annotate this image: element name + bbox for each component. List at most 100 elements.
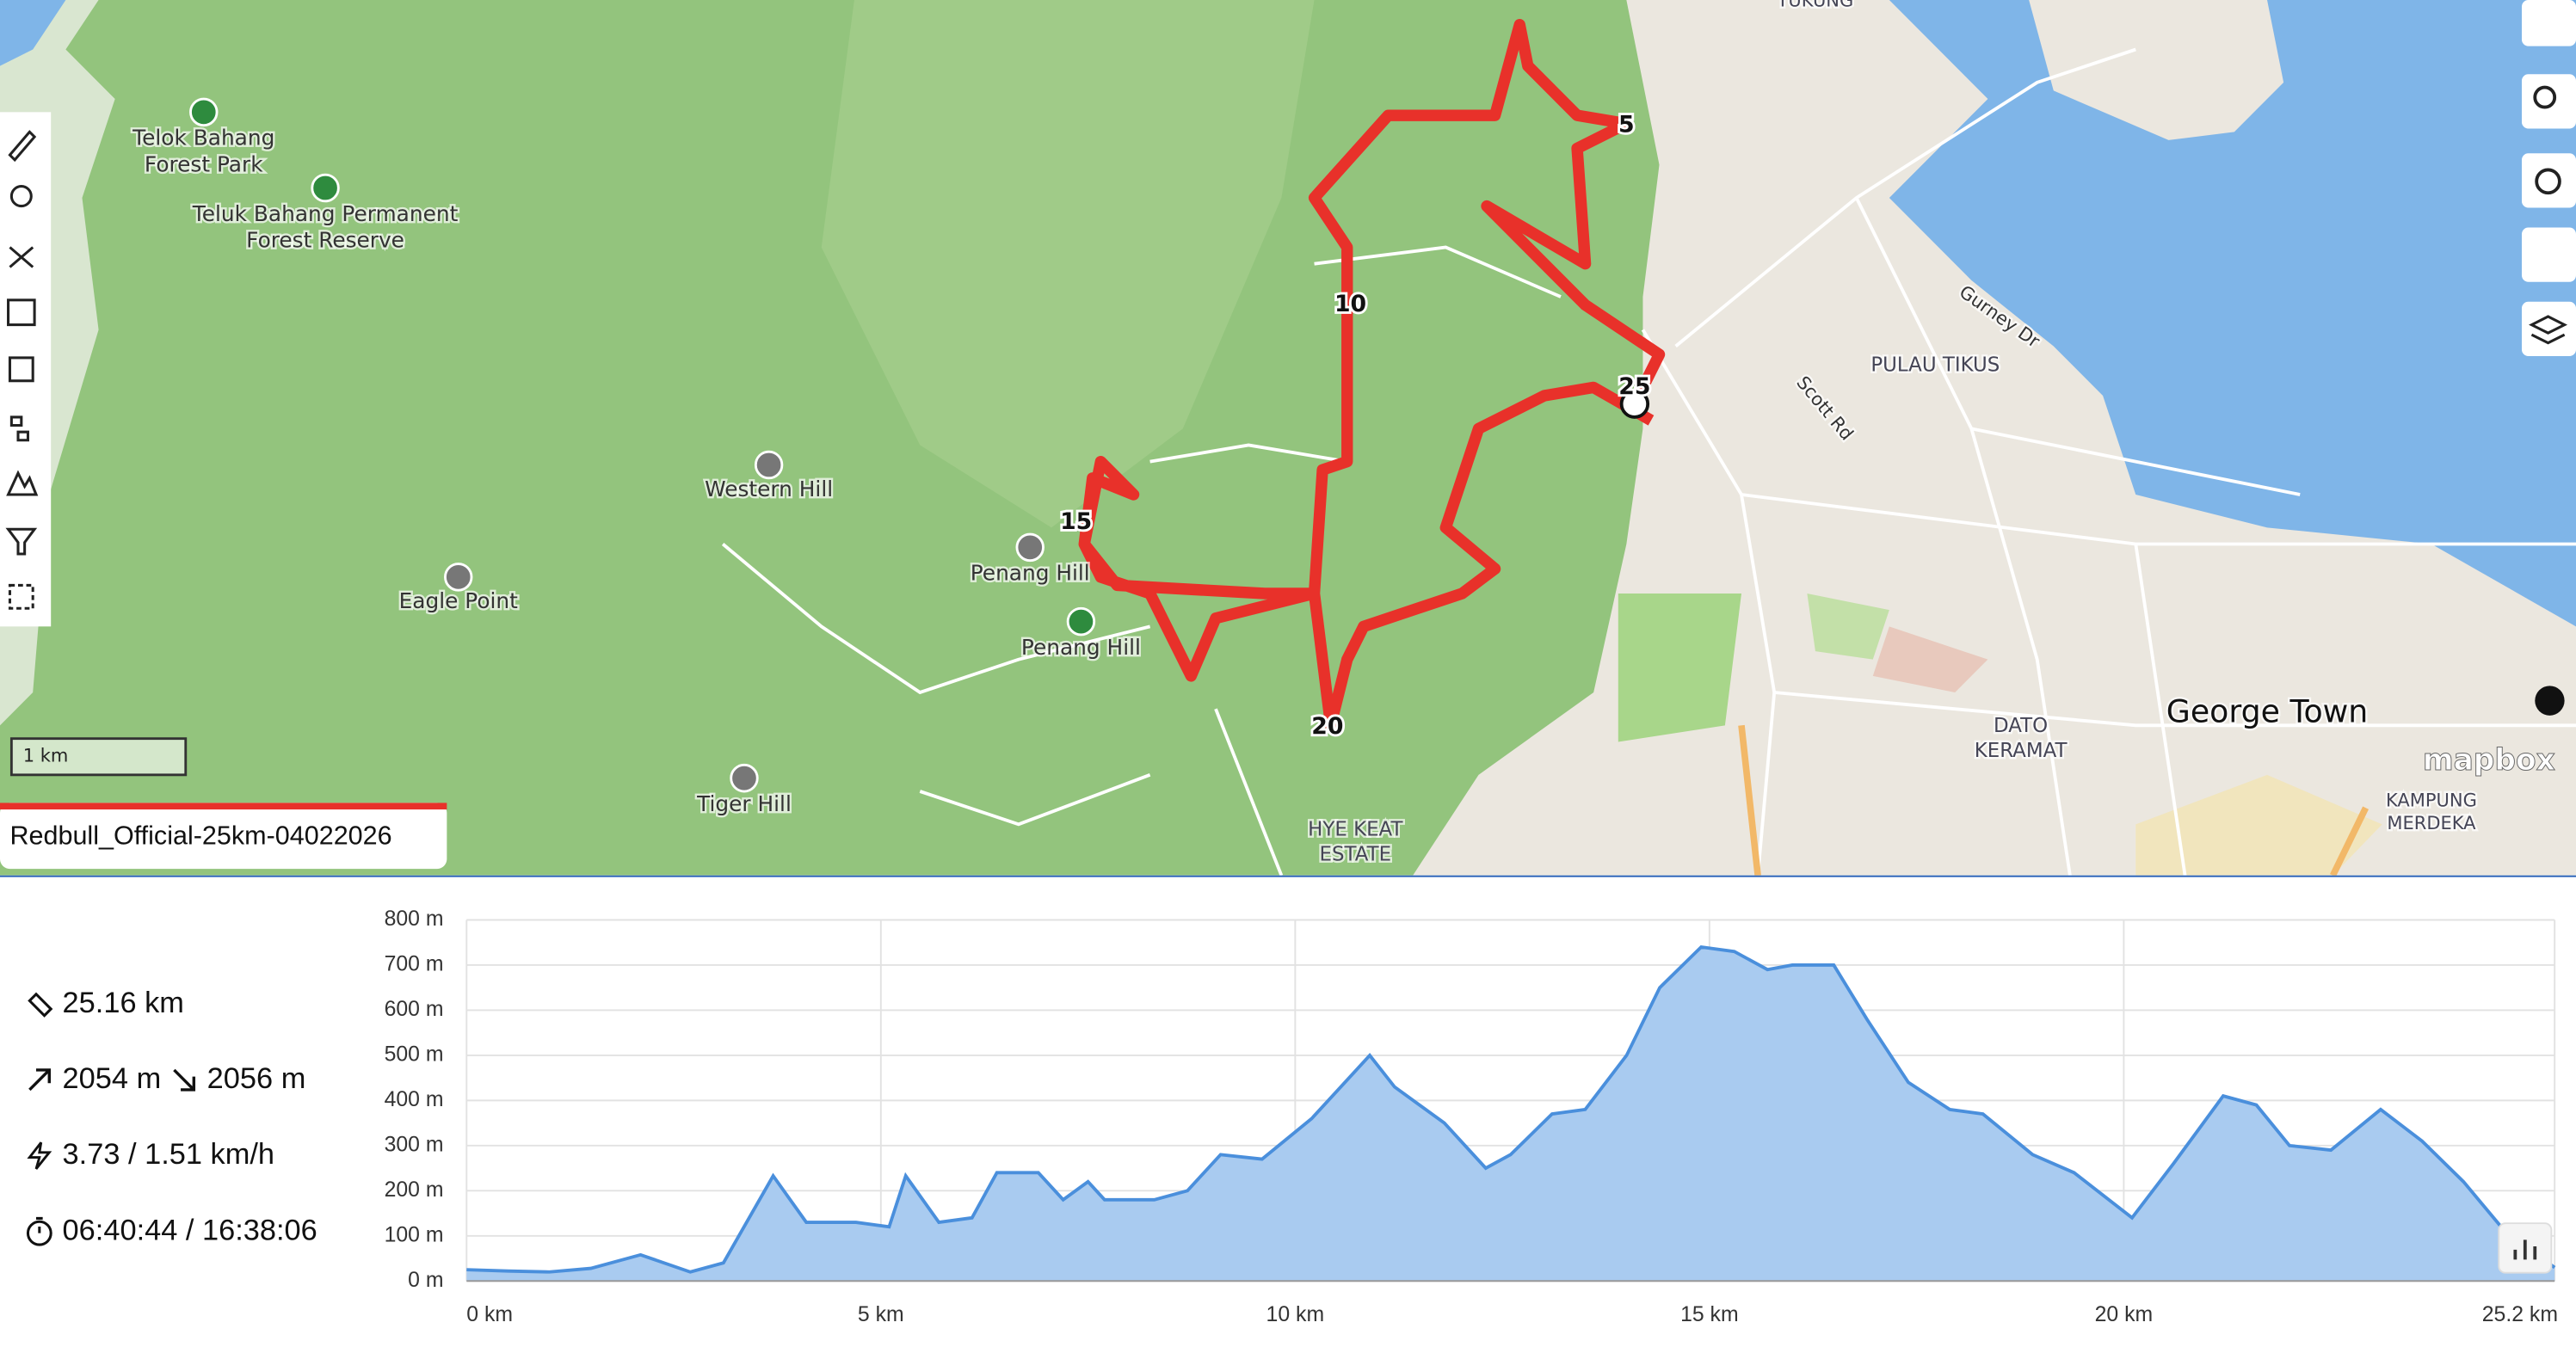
locate-icon <box>2535 168 2561 195</box>
map-label-line: Penang Hill <box>971 561 1090 586</box>
elevation-panel: 25.16 km 2054 m 2056 m 3.73 / 1.51 km/h … <box>0 875 2576 1347</box>
search-icon <box>2533 85 2557 109</box>
elevation-area <box>466 946 2555 1282</box>
y-tick-label: 600 m <box>385 997 444 1021</box>
x-tick-label: 5 km <box>858 1302 904 1326</box>
y-tick-label: 400 m <box>385 1087 444 1111</box>
map-label-line: KERAMAT <box>1975 740 2068 762</box>
scale-label: 1 km <box>23 744 69 766</box>
poi-icon <box>754 450 784 480</box>
map-label: Tiger Hill <box>696 791 792 816</box>
map-label-line: KAMPUNG <box>2386 789 2477 810</box>
attribution: mapbox <box>2423 743 2555 778</box>
map-label-line: PULAU TIKUS <box>1870 354 2000 376</box>
km-marker: 15 <box>1060 508 1092 535</box>
map-label: TUKUNG <box>1777 0 1854 11</box>
map-label: Penang Hill <box>1021 635 1141 660</box>
x-tick-label: 0 km <box>466 1302 513 1326</box>
ruler-icon <box>28 991 53 1017</box>
x-tick-label: 20 km <box>2095 1302 2154 1326</box>
distance-stat: 25.16 km <box>23 986 184 1020</box>
x-tick-label: 25.2 km <box>2482 1302 2558 1326</box>
y-tick-label: 100 m <box>385 1222 444 1246</box>
map-label-line: MERDEKA <box>2387 812 2476 833</box>
km-marker: 5 <box>1618 111 1635 138</box>
map-label-line: ESTATE <box>1320 843 1392 865</box>
poi-icon <box>311 173 340 203</box>
map-label: HYE KEAT ESTATE <box>1308 819 1403 866</box>
y-tick-label: 300 m <box>385 1132 444 1156</box>
speed-stat: 3.73 / 1.51 km/h <box>23 1138 274 1172</box>
map-label-line: Eagle Point <box>399 588 519 613</box>
poi-icon <box>1066 606 1096 637</box>
elevation-line <box>466 944 2556 1274</box>
elevation-chart[interactable]: 0 m 100 m 200 m 300 m 400 m 500 m 600 m 700 m 80… <box>0 877 2576 1347</box>
highway <box>1738 724 2370 876</box>
map-label-line: Western Hill <box>705 477 833 501</box>
zoom-button[interactable] <box>2521 0 2576 46</box>
map-label-line: Tiger Hill <box>696 791 792 816</box>
map-label-line: George Town <box>2166 692 2369 729</box>
map[interactable]: 1 km mapbox Redbull_Official-25km-040220… <box>0 0 2576 876</box>
route-name-accent <box>0 803 447 810</box>
map-label-line: TUKUNG <box>1777 0 1854 11</box>
distance: 25.16 km <box>62 986 184 1019</box>
right-toolbar <box>2521 0 2576 716</box>
search-button[interactable] <box>2521 74 2576 129</box>
poi-icon <box>444 563 473 592</box>
valley <box>821 0 1315 528</box>
scan-tool[interactable] <box>8 356 34 383</box>
x-tick-label: 15 km <box>1680 1302 1739 1326</box>
layout-tool[interactable] <box>9 415 29 442</box>
poi-tool[interactable] <box>9 185 33 208</box>
speed: 3.73 / 1.51 km/h <box>62 1137 275 1171</box>
island <box>2029 0 2284 140</box>
poi-icon <box>189 97 219 127</box>
cut-tool[interactable] <box>9 246 34 268</box>
block <box>1872 626 1988 693</box>
scale-bar <box>9 737 188 777</box>
park <box>1807 594 1889 660</box>
map-label-line: Telok Bahang <box>132 126 274 151</box>
route-name: Redbull_Official-25km-04022026 <box>9 821 391 850</box>
map-label: Penang Hill <box>971 561 1090 586</box>
route-name-box[interactable] <box>0 803 447 870</box>
filter-tool[interactable] <box>5 527 38 556</box>
poi-icon <box>1015 532 1045 563</box>
map-label: George Town <box>2166 692 2369 729</box>
layers-icon <box>2529 315 2568 345</box>
chart-toggle-icon <box>2513 1239 2537 1260</box>
layers-button[interactable] <box>2521 301 2576 356</box>
map-label: Eagle Point <box>399 588 519 613</box>
descent: 2056 m <box>206 1061 306 1095</box>
sea-left <box>0 0 66 66</box>
y-tick-label: 200 m <box>385 1178 444 1202</box>
terrain-tool[interactable] <box>6 470 39 496</box>
schedule-tool[interactable] <box>7 298 36 327</box>
map-label-line: Forest Reserve <box>246 227 404 252</box>
map-label-line: DATO <box>1994 715 2048 737</box>
map-label: DATO KERAMAT <box>1975 715 2068 762</box>
ascent-icon <box>28 1067 52 1091</box>
y-tick-label: 0 m <box>408 1268 443 1292</box>
route[interactable] <box>1078 19 1666 732</box>
select-tool[interactable] <box>8 583 34 610</box>
district <box>2135 774 2382 876</box>
map-label: Telok Bahang Forest Park <box>132 126 274 177</box>
climb-stat: 2054 m 2056 m <box>23 1061 306 1096</box>
descent-icon <box>173 1067 196 1091</box>
draw-tool[interactable] <box>8 130 37 163</box>
sea <box>1889 0 2576 627</box>
accessibility-button[interactable] <box>2521 227 2576 282</box>
roads <box>721 47 2576 876</box>
y-tick-label: 500 m <box>385 1042 444 1066</box>
map-label: PULAU TIKUS <box>1870 354 2000 376</box>
km-marker: 20 <box>1311 713 1343 740</box>
map-label: KAMPUNG MERDEKA <box>2386 789 2477 833</box>
km-marker: 10 <box>1334 291 1366 317</box>
locate-button[interactable] <box>2521 153 2576 208</box>
map-label: Western Hill <box>705 477 833 501</box>
info-button[interactable] <box>2535 686 2565 716</box>
map-label-line: Penang Hill <box>1021 635 1141 660</box>
x-tick-label: 10 km <box>1266 1302 1325 1326</box>
